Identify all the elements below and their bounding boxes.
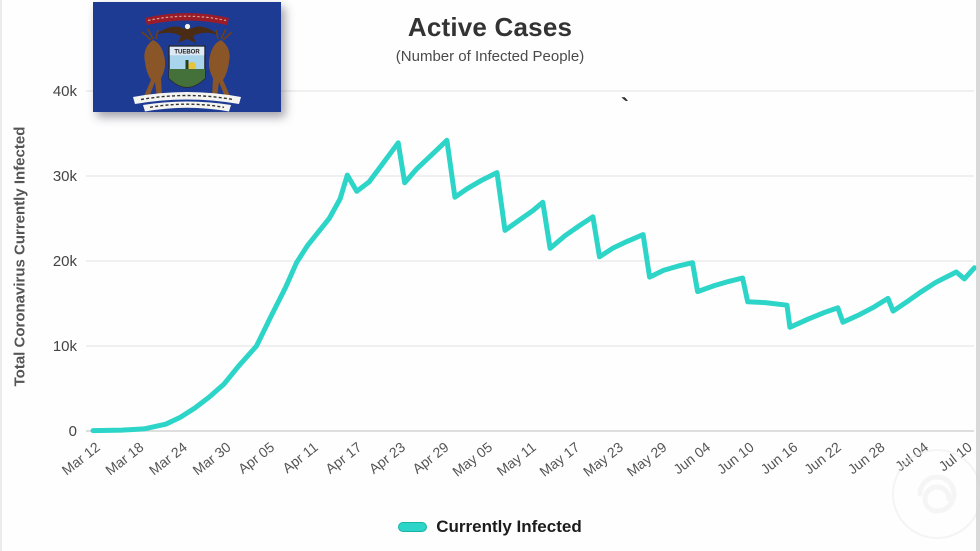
legend-item-currently-infected[interactable]: Currently Infected (0, 517, 980, 537)
x-tick-label: Jun 28 (845, 439, 888, 478)
x-tick-label: Mar 12 (59, 439, 103, 479)
x-tick-label: May 11 (494, 439, 539, 479)
y-tick-label: 0 (69, 423, 77, 440)
y-tick-label: 20k (53, 253, 78, 270)
x-tick-label: Jun 22 (801, 439, 844, 478)
x-tick-label: Jun 04 (670, 439, 713, 478)
x-tick-label: Apr 11 (279, 439, 321, 476)
elk-icon (141, 28, 166, 97)
stray-mark: ` (621, 94, 629, 121)
circular-watermark-icon (892, 449, 980, 539)
x-tick-label: May 23 (580, 439, 626, 480)
michigan-flag: TUEBOR (93, 2, 281, 112)
y-axis-title: Total Coronavirus Currently Infected (11, 126, 29, 387)
x-tick-label: May 17 (536, 439, 582, 480)
x-tick-label: Apr 05 (235, 439, 278, 477)
x-tick-label: Jun 16 (757, 439, 800, 478)
elk-icon (208, 28, 233, 97)
chart-title: Active Cases (407, 12, 573, 42)
x-tick-label: Apr 17 (322, 439, 365, 477)
right-edge-strip (976, 0, 980, 551)
y-tick-label: 10k (53, 338, 78, 355)
legend-marker-icon (398, 522, 428, 532)
x-tick-label: May 05 (449, 439, 495, 480)
left-edge-strip (0, 0, 2, 551)
x-tick-label: Apr 23 (366, 439, 409, 477)
x-tick-label: Mar 18 (102, 439, 146, 479)
x-tick-label: Mar 24 (146, 439, 190, 479)
x-tick-label: May 29 (624, 439, 670, 480)
y-tick-label: 30k (53, 168, 78, 185)
michigan-flag-image: TUEBOR (93, 2, 281, 112)
series-line-currently-infected (90, 137, 977, 434)
x-tick-label: Mar 30 (189, 439, 233, 479)
x-tick-label: Jun 10 (714, 439, 757, 478)
flag-shield-motto: TUEBOR (174, 50, 200, 56)
x-tick-label: Apr 29 (409, 439, 452, 477)
eagle-icon (155, 25, 219, 43)
y-tick-label: 40k (53, 83, 78, 100)
chart-subtitle: (Number of Infected People) (395, 48, 585, 65)
legend-label: Currently Infected (436, 517, 582, 536)
